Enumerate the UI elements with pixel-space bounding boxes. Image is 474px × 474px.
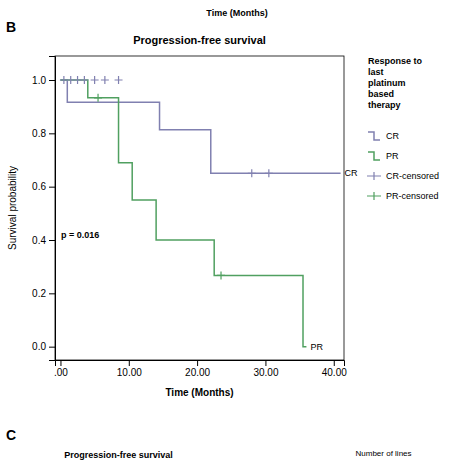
x-axis-title: Time (Months) (165, 387, 233, 398)
tick-label: 0.0 (32, 341, 46, 352)
y-axis-title: Survival probability (7, 166, 18, 250)
tick-mark (49, 240, 55, 241)
legend-title-line: therapy (368, 100, 401, 110)
legend-title: Response tolastplatinumbasedtherapy (368, 56, 423, 110)
tick: 1.0 (32, 75, 55, 86)
tick: 0.6 (32, 181, 55, 192)
legend-swatch (367, 172, 381, 180)
annotation: Number of lines (356, 449, 412, 458)
legend-title-line: based (368, 89, 394, 99)
y-axis: 0.0 0.2 0.4 0.6 0.8 1.0 (32, 57, 55, 361)
tick-label: 0.4 (32, 235, 46, 246)
tick: 0.0 (32, 341, 55, 352)
tick-label: 10.00 (117, 367, 142, 378)
tick: 30.00 (253, 360, 278, 378)
legend-label: CR-censored (386, 171, 439, 181)
tick-label: 40.00 (322, 367, 347, 378)
censored-mark (265, 169, 273, 177)
tick-label: 20.00 (185, 367, 210, 378)
censored-mark (80, 76, 88, 84)
tick-mark (49, 80, 55, 81)
x-axis: .00 10.00 20.00 30.00 40.00 (54, 360, 347, 378)
tick: .00 (54, 360, 68, 378)
title: Progression-free survival (133, 34, 266, 46)
legend-title-line: Response to (368, 56, 423, 66)
axis-line (56, 361, 345, 367)
censored-mark (248, 169, 256, 177)
tick: 0.8 (32, 128, 55, 139)
tick: 0.4 (32, 235, 55, 246)
legend-title-line: last (368, 67, 384, 77)
axis-line (49, 57, 56, 361)
survival-curve (60, 80, 340, 173)
censored-mark (91, 76, 99, 84)
legend-item: PR (368, 151, 399, 161)
tick-mark (49, 133, 55, 134)
legend-swatch (367, 192, 381, 200)
legend-label: CR (386, 131, 399, 141)
survival-curve (60, 80, 306, 347)
tick-mark (49, 293, 55, 294)
legend-swatch (368, 152, 380, 160)
legend-item: CR (368, 131, 399, 141)
tick: 0.2 (32, 288, 55, 299)
tick-mark (49, 347, 55, 348)
censored-mark (94, 94, 102, 102)
tick-mark (60, 360, 61, 366)
tick-mark (129, 360, 130, 366)
chart: .00 10.00 20.00 30.00 40.00 0.0 0.2 0.4 0.6 0.8 1.… (0, 0, 474, 474)
tick-mark (49, 187, 55, 188)
legend-item: CR-censored (367, 171, 439, 181)
plot-frame (55, 56, 344, 360)
tick: 20.00 (185, 360, 210, 378)
legend: Response tolastplatinumbasedtherapy CR PR C… (367, 56, 439, 201)
annotation: Progression-free survival (64, 450, 173, 460)
tick-label: 30.00 (253, 367, 278, 378)
tick-label: .00 (54, 367, 68, 378)
legend-swatch (368, 132, 380, 140)
censored-mark (101, 76, 109, 84)
censored-mark (74, 76, 82, 84)
annotation: B (6, 19, 16, 35)
legend-label: PR-censored (386, 191, 439, 201)
legend-label: PR (386, 151, 399, 161)
tick: 10.00 (117, 360, 142, 378)
censored-mark (60, 76, 68, 84)
tick-mark (197, 360, 198, 366)
annotation: Time (Months) (206, 8, 267, 18)
plot-area: .00 10.00 20.00 30.00 40.00 0.0 0.2 0.4 0.6 0.8 1.… (32, 56, 358, 378)
censored-mark (115, 76, 123, 84)
tick-mark (334, 360, 335, 366)
legend-item: PR-censored (367, 191, 439, 201)
annotation: C (6, 427, 16, 443)
curve-label: PR (310, 342, 323, 352)
tick: 40.00 (322, 360, 347, 378)
tick-label: 0.2 (32, 288, 46, 299)
tick-label: 0.6 (32, 181, 46, 192)
tick-label: 1.0 (32, 75, 46, 86)
curve-label: CR (345, 168, 358, 178)
censored-mark (217, 271, 225, 279)
marks (60, 76, 341, 347)
censored-mark (67, 76, 75, 84)
tick-label: 0.8 (32, 128, 46, 139)
tick-mark (265, 360, 266, 366)
legend-title-line: platinum (368, 78, 406, 88)
annotation: p = 0.016 (61, 230, 99, 240)
